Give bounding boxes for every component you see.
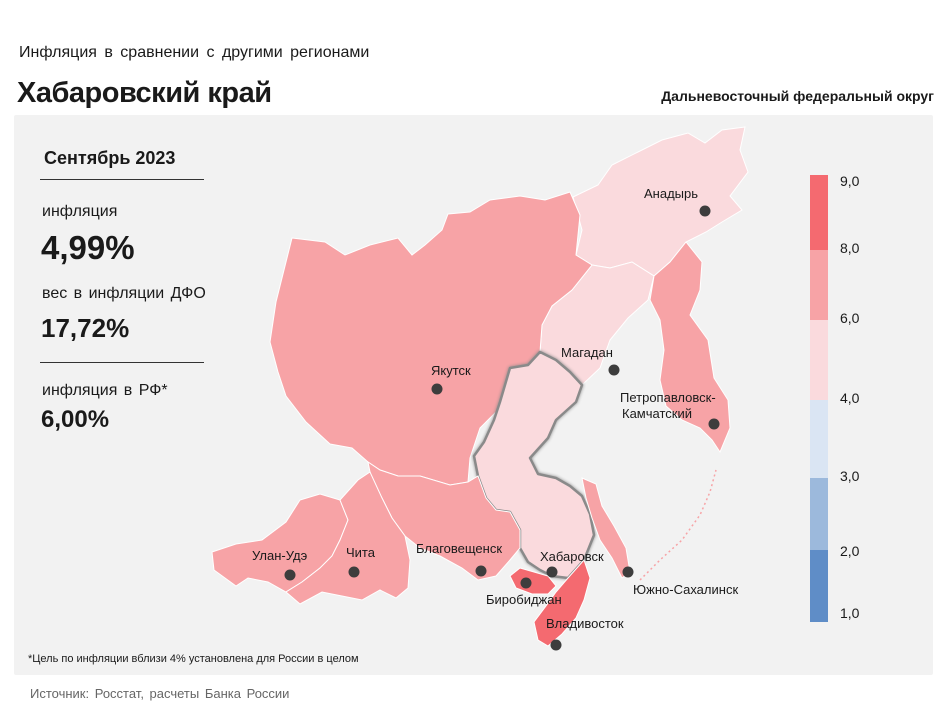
city-label: Магадан	[561, 345, 613, 360]
period-label: Сентябрь 2023	[44, 148, 176, 168]
city-label: Петропавловск-	[620, 390, 716, 405]
legend-tick-label: 6,0	[840, 310, 860, 326]
legend-swatch	[810, 175, 828, 250]
city-marker[interactable]	[520, 577, 532, 589]
city-label: Улан-Удэ	[252, 548, 308, 563]
inflation-value: 4,99%	[41, 229, 135, 266]
legend-tick-label: 9,0	[840, 173, 860, 189]
source-note: Источник: Росстат, расчеты Банка России	[30, 686, 290, 701]
rf-inflation-value: 6,00%	[41, 406, 110, 433]
page-title: Хабаровский край	[17, 77, 272, 109]
city-label: Южно-Сахалинск	[633, 582, 738, 597]
legend-swatch	[810, 400, 828, 478]
page-subtitle: Инфляция в сравнении с другими регионами	[19, 44, 370, 61]
city-marker[interactable]	[475, 565, 487, 577]
city-label: Чита	[346, 545, 376, 560]
city-label: Владивосток	[546, 616, 624, 631]
city-label: Благовещенск	[416, 541, 502, 556]
region-zabaikalsky[interactable]	[285, 471, 411, 605]
legend-tick-label: 2,0	[840, 543, 860, 559]
city-label: Анадырь	[644, 186, 698, 201]
city-marker[interactable]	[699, 205, 711, 217]
weight-value: 17,72%	[41, 313, 130, 343]
kuril-islands	[639, 469, 717, 581]
city-marker[interactable]	[550, 639, 562, 651]
region-chukotka[interactable]	[572, 126, 749, 277]
legend-tick-label: 1,0	[840, 605, 860, 621]
city-label: Биробиджан	[486, 592, 562, 607]
divider-bottom	[40, 362, 204, 363]
legend-swatch	[810, 478, 828, 550]
city-marker[interactable]	[348, 566, 360, 578]
city-marker[interactable]	[708, 418, 720, 430]
city-label: Камчатский	[622, 406, 692, 421]
legend-swatch	[810, 550, 828, 622]
divider-top	[40, 179, 204, 180]
region-jewish-ao[interactable]	[509, 567, 557, 595]
legend-swatch	[810, 320, 828, 400]
legend-tick-label: 8,0	[840, 240, 860, 256]
rf-inflation-label: инфляция в РФ*	[42, 382, 168, 399]
city-label: Якутск	[431, 363, 471, 378]
district-label: Дальневосточный федеральный округ	[661, 88, 934, 104]
city-marker[interactable]	[546, 566, 558, 578]
legend-tick-label: 3,0	[840, 468, 860, 484]
city-marker[interactable]	[622, 566, 634, 578]
city-marker[interactable]	[608, 364, 620, 376]
region-kamchatka[interactable]	[649, 241, 731, 454]
footnote: *Цель по инфляции вблизи 4% установлена …	[28, 653, 359, 665]
city-marker[interactable]	[431, 383, 443, 395]
inflation-label: инфляция	[42, 203, 118, 220]
legend-swatch	[810, 250, 828, 320]
legend-tick-label: 4,0	[840, 390, 860, 406]
city-marker[interactable]	[284, 569, 296, 581]
city-label: Хабаровск	[540, 549, 604, 564]
weight-label: вес в инфляции ДФО	[42, 285, 206, 302]
